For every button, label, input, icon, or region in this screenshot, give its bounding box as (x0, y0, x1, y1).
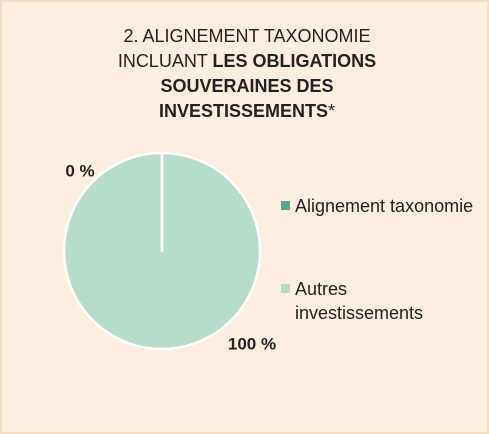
legend-swatch (281, 284, 290, 293)
data-label: 0 % (65, 161, 94, 180)
title-part: * (328, 101, 336, 121)
chart-title: 2. ALIGNEMENT TAXONOMIE INCLUANT LES OBL… (92, 24, 402, 124)
legend-label: Autres investissements (295, 279, 424, 323)
data-label: 100 % (228, 334, 276, 353)
legend-swatch (281, 201, 290, 210)
title-part: 2. ALIGNEMENT TAXONOMIE INCLUANT (117, 26, 371, 71)
title-part: LES OBLIGATIONS SOUVERAINES DES INVESTIS… (158, 51, 377, 121)
legend-label: Alignement taxonomie (295, 196, 474, 216)
